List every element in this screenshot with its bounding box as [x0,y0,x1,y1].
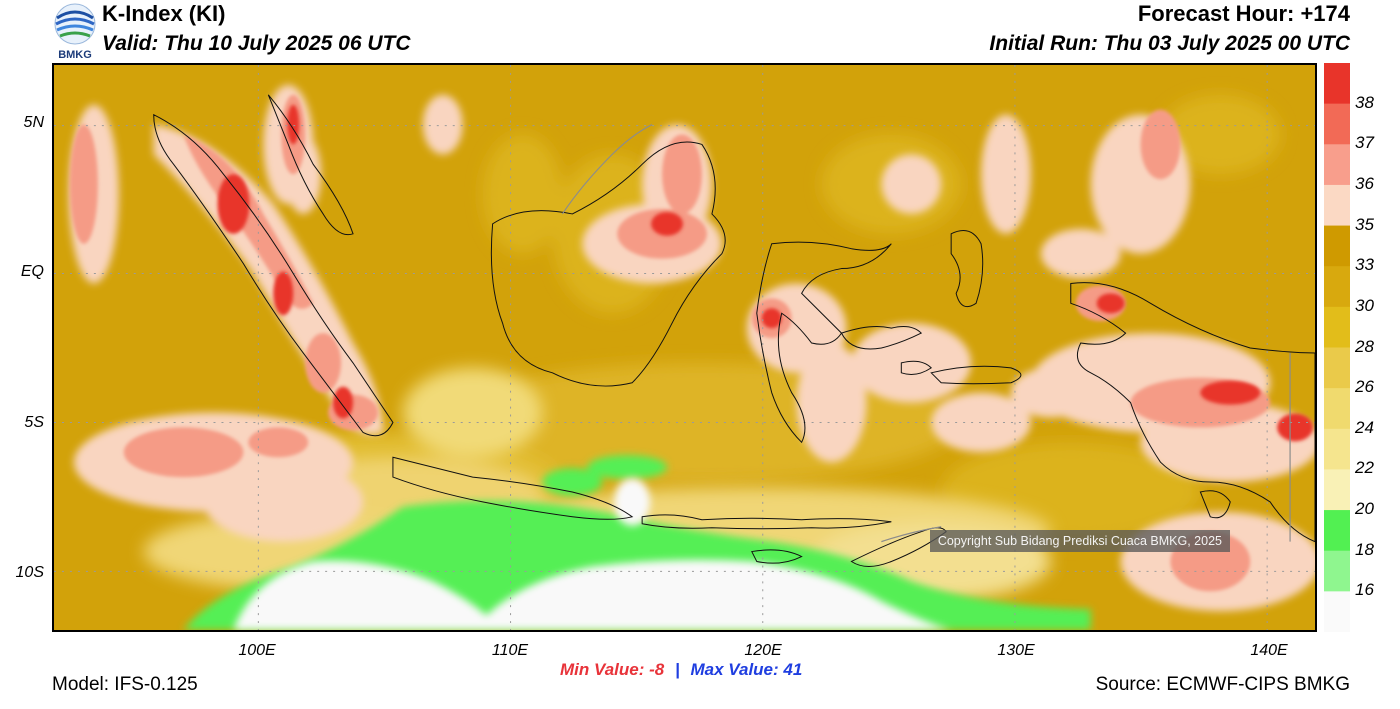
map-panel: Copyright Sub Bidang Prediksi Cuaca BMKG… [52,63,1317,632]
colorbar-label: 33 [1355,255,1374,275]
min-max-values: Min Value: -8 | Max Value: 41 [560,660,802,680]
map-title: K-Index (KI) [102,1,226,26]
coast-seram [930,365,1022,385]
bmkg-logo: BMKG [52,2,98,61]
colorbar-swatch [1324,510,1350,552]
coast-sulawesi-se [840,326,923,350]
lon-label-120e: 120E [744,642,782,659]
lat-label-5n: 5N [23,114,44,131]
colorbar-swatch [1324,63,1350,105]
colorbar-label: 37 [1355,133,1374,153]
lon-label-130e: 130E [997,642,1035,659]
colorbar-label: 24 [1355,417,1374,437]
valid-time: Valid: Thu 10 July 2025 06 UTC [102,32,411,55]
colorbar-label: 26 [1355,377,1374,397]
colorbar-label: 28 [1355,336,1374,356]
max-value: 41 [783,660,803,679]
graticule [54,65,1315,630]
colorbar-label: 35 [1355,214,1374,234]
lat-label-eq: EQ [20,263,44,280]
min-value: -8 [649,660,665,679]
lon-label-140e: 140E [1250,642,1288,659]
colorbar [1324,63,1350,632]
lon-label-110e: 110E [491,642,529,659]
coast-lesser-sunda [641,514,892,530]
colorbar-label: 36 [1355,173,1374,193]
field-red-cores [217,104,1314,442]
colorbar-swatch [1324,306,1350,348]
colorbar-swatch [1324,103,1350,145]
colorbar-swatch [1324,428,1350,470]
lat-label-5s: 5S [24,414,44,431]
country-borders [561,124,1291,543]
colorbar-label: 20 [1355,499,1374,519]
colorbar-label: 16 [1355,580,1374,600]
colorbar-swatch [1324,225,1350,267]
colorbar-swatch [1324,591,1350,632]
copyright-notice: Copyright Sub Bidang Prediksi Cuaca BMKG… [929,530,1230,552]
logo-text: BMKG [58,49,92,60]
colorbar-swatch [1324,469,1350,511]
colorbar-swatch [1324,550,1350,592]
coast-malaya [267,94,354,236]
coast-java [392,456,634,520]
coast-sumba [751,549,803,564]
colorbar-label: 38 [1355,92,1374,112]
lon-label-100e: 100E [238,642,276,659]
coast-borneo [490,141,726,387]
model-info: Model: IFS-0.125 [52,674,198,695]
max-value-label: Max Value: [690,660,779,679]
min-value-label: Min Value: [560,660,645,679]
min-max-separator: | [674,660,680,679]
coast-sulawesi [756,241,892,444]
initial-run: Initial Run: Thu 03 July 2025 00 UTC [989,32,1350,55]
k-index-map [54,65,1315,630]
colorbar-swatch [1324,266,1350,308]
lat-label-10s: 10S [15,564,44,581]
colorbar-swatch [1324,347,1350,389]
coast-sumatra [153,113,394,437]
colorbar-swatch [1324,388,1350,430]
coast-aru [1199,490,1231,519]
coast-new-guinea [1070,282,1315,543]
colorbar-label: 18 [1355,539,1374,559]
coastlines [153,94,1315,567]
colorbar-swatch [1324,184,1350,227]
coast-buru [900,360,933,375]
source-info: Source: ECMWF-CIPS BMKG [1095,674,1350,695]
forecast-hour: Forecast Hour: +174 [1137,1,1350,26]
field-white-region [233,478,952,630]
colorbar-label: 30 [1355,295,1374,315]
colorbar-swatch [1324,144,1350,186]
colorbar-label: 22 [1355,458,1374,478]
coast-halmahera [950,230,984,308]
